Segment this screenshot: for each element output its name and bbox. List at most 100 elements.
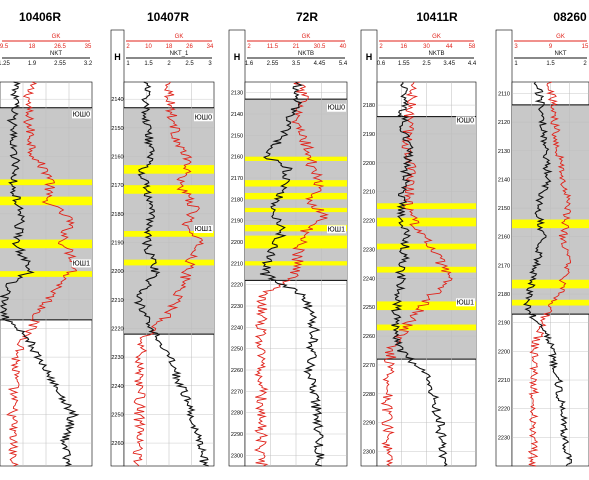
- marker-band: [124, 165, 214, 174]
- marker-band: [245, 192, 347, 200]
- depth-tick-label: 2250: [363, 305, 375, 311]
- zone-label: ЮШ1: [195, 226, 212, 233]
- gk-curve: [380, 81, 453, 467]
- depth-header: H: [114, 52, 121, 62]
- depth-tick-label: 2230: [231, 304, 243, 310]
- depth-tick-label: 2230: [498, 435, 510, 441]
- gk-curve: [6, 81, 80, 467]
- gk-tick-label: 3: [514, 44, 518, 50]
- gk-tick-label: 30: [423, 44, 430, 50]
- gk-tick-label: 30.5: [314, 44, 326, 50]
- depth-tick-label: 2170: [231, 176, 243, 182]
- depth-tick-label: 2210: [111, 298, 123, 304]
- gk-tick-label: 2: [379, 44, 383, 50]
- depth-tick-label: 2240: [231, 325, 243, 331]
- nkt-tick-label: 1: [126, 61, 130, 67]
- well-panel-10407R: 10407R GK 2 10 18 26 34 NKT_1 1 1.5 2 2.5 3 H 2140 2150…: [110, 10, 215, 467]
- well-panel-10406R: 10406RGK9.51826.535NKT1.251.92.553.22140…: [0, 10, 93, 467]
- nkt-curve: [133, 81, 209, 467]
- nkt-tick-label: 1.25: [0, 61, 10, 67]
- zone-label-bg: [327, 225, 346, 234]
- gk-curve: [132, 81, 205, 467]
- well-title: 72R: [296, 10, 318, 24]
- gk-tick-label: 18: [166, 44, 173, 50]
- depth-tick-label: 2260: [363, 334, 375, 340]
- nkt-curve: [390, 81, 448, 467]
- marker-band: [245, 156, 347, 161]
- well-title: 10406R: [19, 10, 61, 24]
- marker-band: [124, 259, 214, 266]
- gk-tick-label: 26.5: [54, 44, 66, 50]
- nkt-tick-label: 1.5: [546, 61, 555, 67]
- marker-band: [512, 219, 589, 229]
- marker-band: [245, 235, 347, 249]
- marker-band: [377, 324, 476, 331]
- nkt-curve: [0, 81, 80, 467]
- nkt-tick-label: 2.5: [422, 61, 431, 67]
- zone-label: ЮШ1: [73, 260, 90, 267]
- gk-tick-label: 9.5: [0, 44, 9, 50]
- depth-tick-label: 2220: [231, 283, 243, 289]
- depth-tick-label: 2200: [498, 349, 510, 355]
- well-panel-08260: 08260 GK 3 9 15 NKT 1 1.5 2 2110 2120 2130 2140 2150 2…: [495, 10, 589, 467]
- depth-tick-label: 2260: [231, 368, 243, 374]
- depth-column: [110, 29, 125, 467]
- nkt-tick-label: 5.4: [339, 61, 348, 67]
- nkt-curve-label: NKTB: [428, 51, 444, 57]
- depth-tick-label: 2220: [111, 326, 123, 332]
- gk-tick-label: 2: [247, 44, 251, 50]
- zone-label: ЮШ0: [195, 114, 212, 121]
- gk-tick-label: 18: [29, 44, 36, 50]
- depth-tick-label: 2240: [363, 276, 375, 282]
- gk-curve-label: GK: [432, 34, 441, 40]
- gk-tick-label: 16: [400, 44, 407, 50]
- depth-tick-label: 2220: [363, 219, 375, 225]
- depth-tick-label: 2200: [111, 269, 123, 275]
- depth-tick-label: 2190: [231, 219, 243, 225]
- well-title: 10411R: [416, 10, 458, 24]
- zone-label: ЮШ0: [328, 105, 345, 112]
- gk-tick-label: 35: [85, 44, 92, 50]
- gk-tick-label: 26: [186, 44, 193, 50]
- marker-band: [0, 271, 92, 277]
- depth-tick-label: 2180: [111, 212, 123, 218]
- nkt-tick-label: 3.5: [292, 61, 301, 67]
- marker-band: [245, 180, 347, 187]
- nkt-tick-label: 4.4: [468, 61, 477, 67]
- depth-tick-label: 2220: [498, 407, 510, 413]
- depth-tick-label: 2250: [231, 347, 243, 353]
- depth-tick-label: 2240: [111, 384, 123, 390]
- gk-curve-label: GK: [52, 34, 61, 40]
- depth-tick-label: 2280: [363, 392, 375, 398]
- nkt-tick-label: 2.55: [54, 61, 66, 67]
- gk-tick-label: 9: [549, 44, 553, 50]
- zone-label: ЮШ0: [457, 117, 474, 124]
- gk-tick-label: 11.5: [267, 44, 279, 50]
- marker-band: [512, 299, 589, 306]
- well-panel-72R: 72R GK 2 11.5 21 30.5 40 NKTB 1.6 2.55 3.5 4.45 5.4 H…: [228, 10, 348, 467]
- gk-tick-label: 21: [293, 44, 300, 50]
- nkt-curve: [259, 81, 325, 467]
- marker-band: [124, 231, 214, 237]
- nkt-tick-label: 1.9: [28, 61, 37, 67]
- nkt-tick-label: 3: [208, 61, 212, 67]
- nkt-tick-label: 1.6: [245, 61, 254, 67]
- nkt-curve-label: NKT: [555, 51, 567, 57]
- depth-tick-label: 2160: [111, 155, 123, 161]
- nkt-tick-label: 3.2: [84, 61, 93, 67]
- gk-tick-label: 10: [145, 44, 152, 50]
- zone-label-bg: [72, 259, 91, 268]
- marker-band: [377, 203, 476, 210]
- depth-tick-label: 2300: [363, 450, 375, 456]
- depth-tick-label: 2170: [111, 183, 123, 189]
- zone-label-bg: [456, 116, 475, 125]
- gk-tick-label: 44: [446, 44, 453, 50]
- zone-label: ЮШ1: [328, 226, 345, 233]
- nkt-tick-label: 2.55: [267, 61, 279, 67]
- zone-label-bg: [72, 110, 91, 119]
- depth-tick-label: 2140: [231, 112, 243, 118]
- marker-band: [124, 185, 214, 194]
- depth-tick-label: 2120: [498, 120, 510, 126]
- marker-band: [377, 217, 476, 227]
